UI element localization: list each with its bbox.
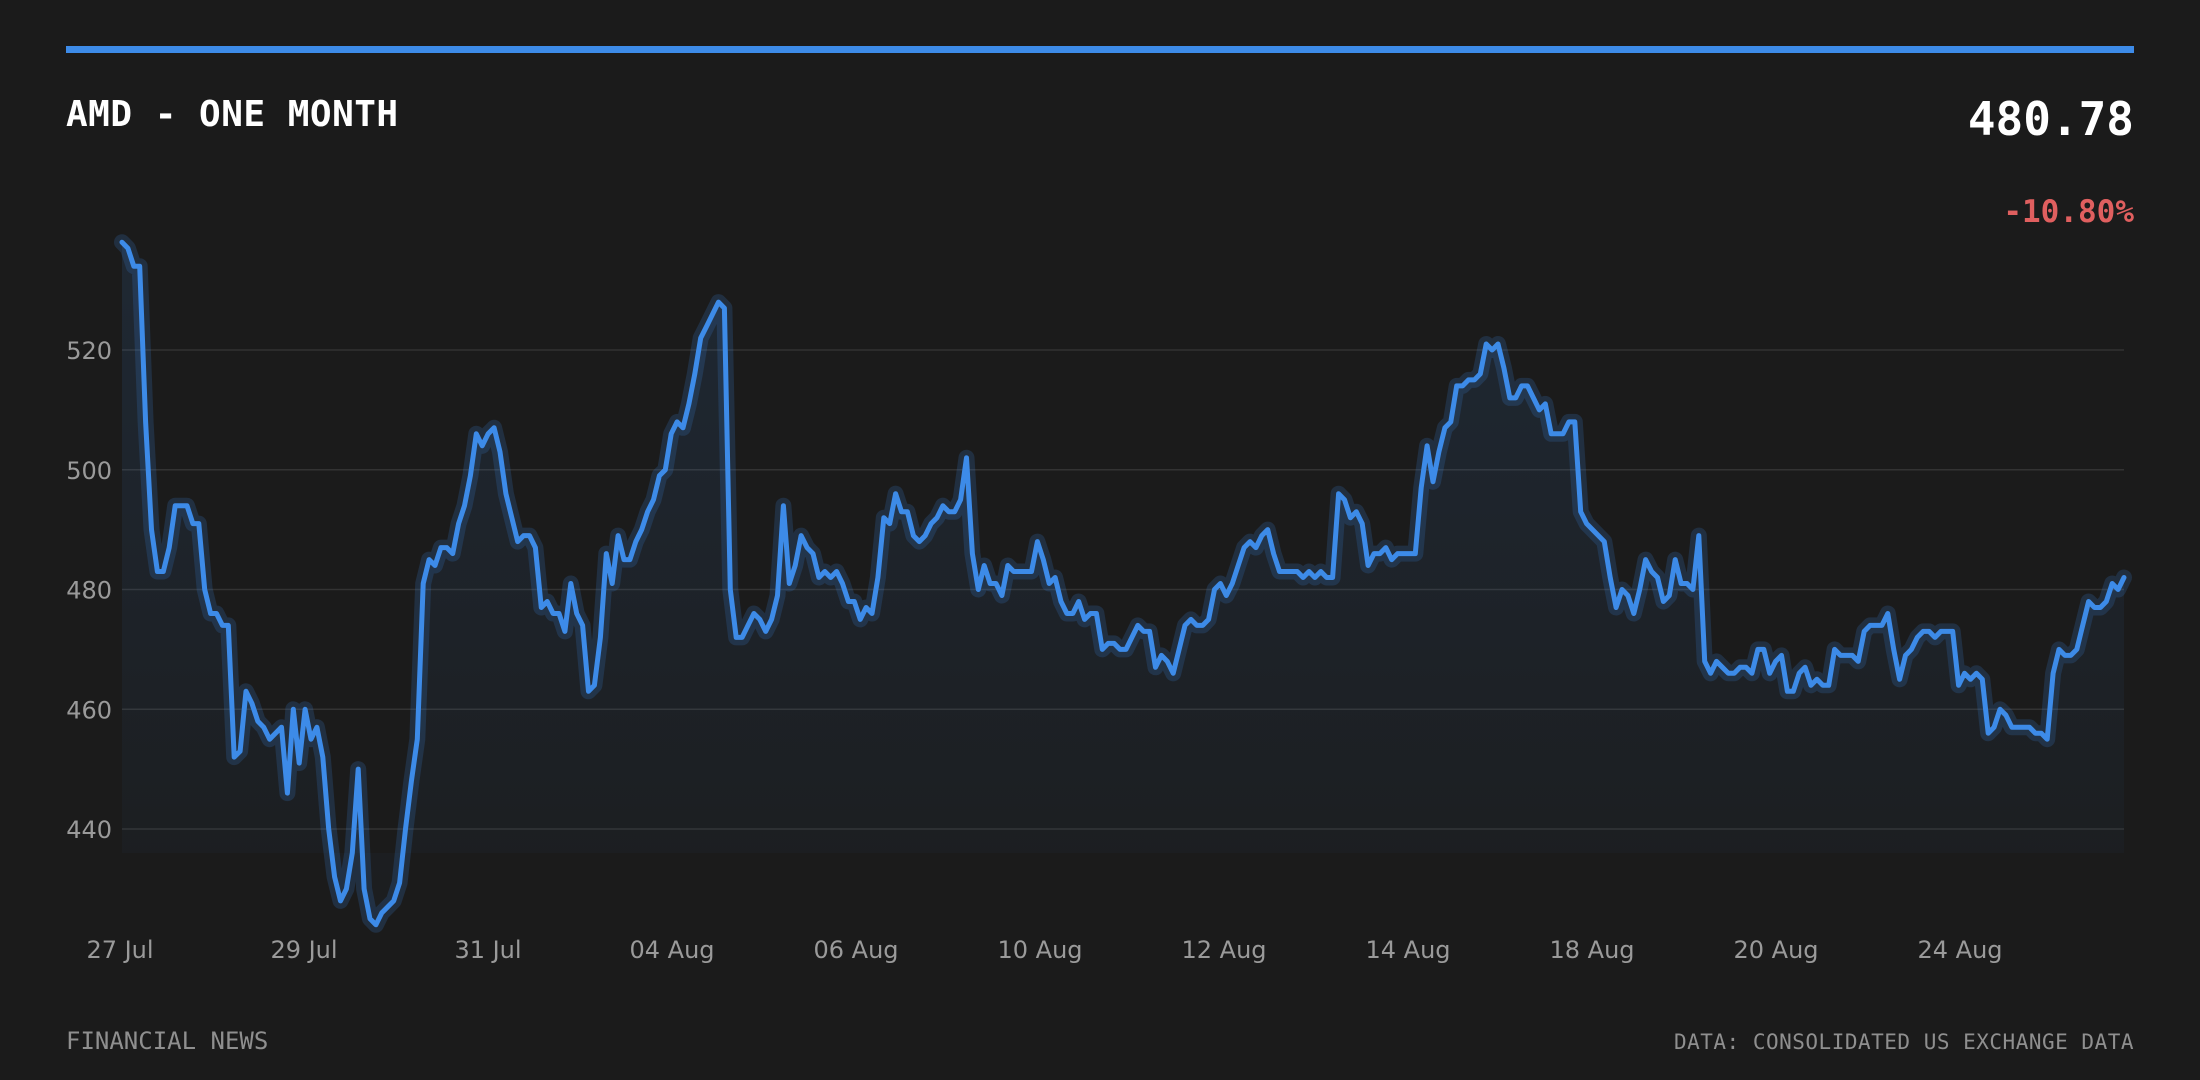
x-tick-label: 04 Aug [629,936,714,964]
y-tick-label: 440 [66,816,112,844]
y-tick-label: 460 [66,696,112,724]
x-tick-label: 29 Jul [270,936,337,964]
price-line [119,239,2127,928]
price-change-badge: -10.80% [2003,194,2134,230]
y-tick-label: 480 [66,577,112,605]
price-area-fill [122,242,2124,925]
y-tick-label: 520 [66,337,112,365]
x-tick-label: 12 Aug [1181,936,1266,964]
x-tick-label: 10 Aug [997,936,1082,964]
current-price: 480.78 [1967,92,2134,146]
footer-source-brand: FINANCIAL NEWS [66,1027,269,1055]
x-tick-label: 27 Jul [86,936,153,964]
x-tick-label: 24 Aug [1917,936,2002,964]
footer-data-credit: DATA: CONSOLIDATED US EXCHANGE DATA [1673,1030,2134,1054]
x-tick-label: 14 Aug [1365,936,1450,964]
chart-title: AMD - ONE MONTH [66,94,399,135]
x-tick-label: 06 Aug [813,936,898,964]
y-tick-label: 500 [66,457,112,485]
x-tick-label: 20 Aug [1733,936,1818,964]
x-tick-label: 18 Aug [1549,936,1634,964]
x-tick-label: 31 Jul [454,936,521,964]
accent-bar [66,46,2134,53]
